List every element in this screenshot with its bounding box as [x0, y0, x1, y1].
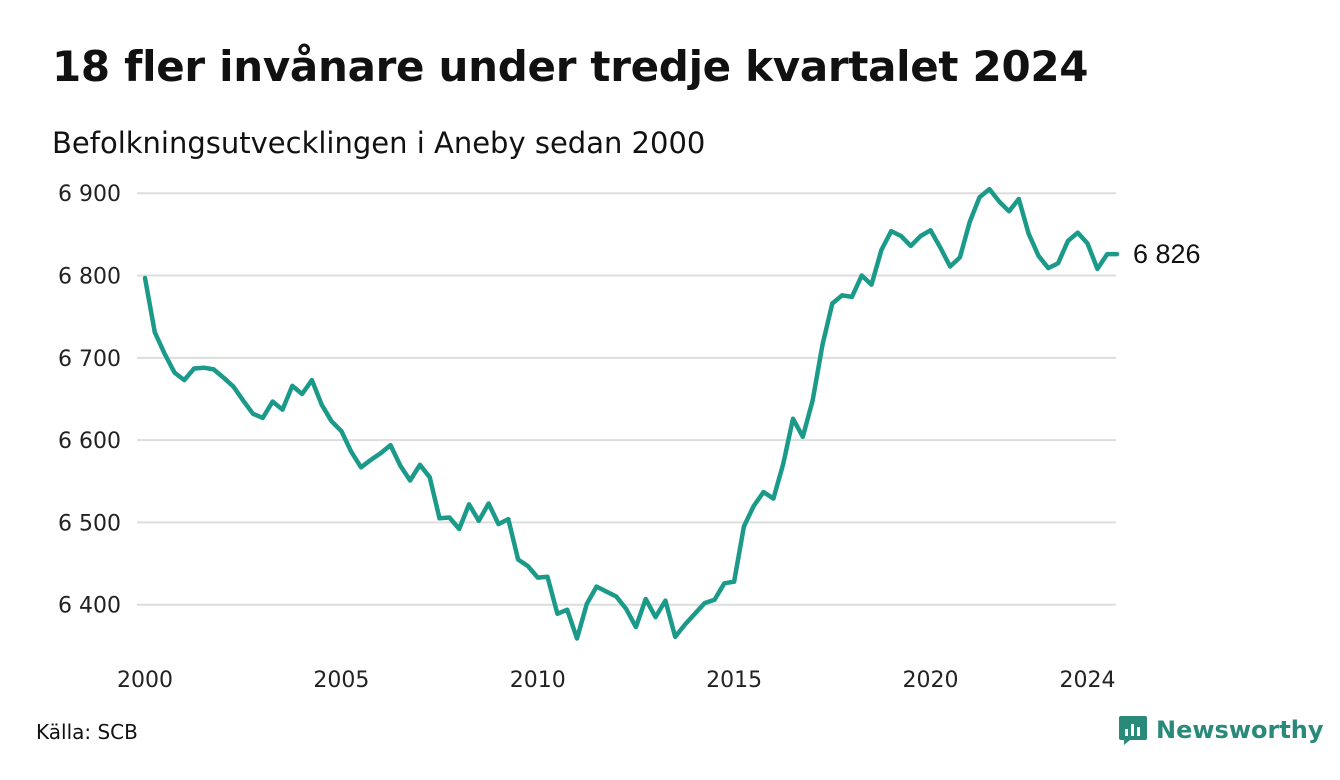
- x-tick-label: 2024: [1060, 668, 1116, 693]
- y-axis-ticks: 6 400 6 500 6 600 6 700 6 800 6 900: [58, 182, 121, 619]
- x-axis-ticks: 2000 2005 2010 2015 2020 2024: [117, 668, 1116, 693]
- end-value-label: 6 826: [1133, 239, 1201, 269]
- newsworthy-logo-icon: [1119, 716, 1147, 745]
- y-tick-label: 6 900: [58, 182, 121, 207]
- series-line-0: [142, 186, 1120, 641]
- x-tick-label: 2010: [510, 668, 566, 693]
- x-tick-label: 2005: [313, 668, 369, 693]
- y-tick-label: 6 400: [58, 594, 121, 619]
- x-tick-label: 2000: [117, 668, 173, 693]
- brand[interactable]: Newsworthy: [1118, 714, 1324, 746]
- gridlines: [137, 192, 1116, 606]
- source-note: Källa: SCB: [36, 720, 138, 744]
- series-layer: [142, 186, 1120, 641]
- brand-name: Newsworthy: [1156, 716, 1324, 744]
- y-tick-label: 6 800: [58, 265, 121, 290]
- chart-title: 18 fler invånare under tredje kvartalet …: [52, 42, 1089, 91]
- x-tick-label: 2020: [902, 668, 958, 693]
- y-tick-label: 6 600: [58, 429, 121, 454]
- x-tick-label: 2015: [706, 668, 762, 693]
- y-tick-label: 6 500: [58, 511, 121, 536]
- y-tick-label: 6 700: [58, 347, 121, 372]
- chart-subtitle: Befolkningsutvecklingen i Aneby sedan 20…: [52, 126, 706, 160]
